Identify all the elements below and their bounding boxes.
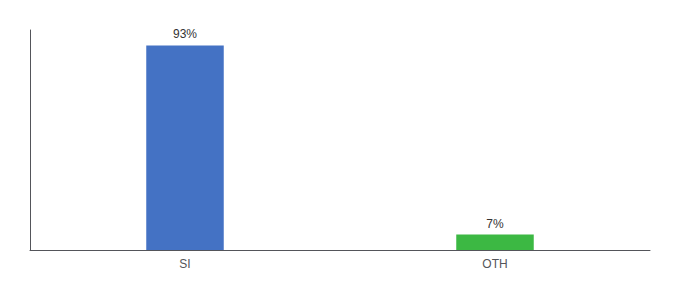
svg-text:SI: SI [179, 257, 190, 271]
svg-text:7%: 7% [486, 217, 504, 231]
svg-text:OTH: OTH [482, 257, 507, 271]
svg-text:93%: 93% [173, 27, 197, 41]
